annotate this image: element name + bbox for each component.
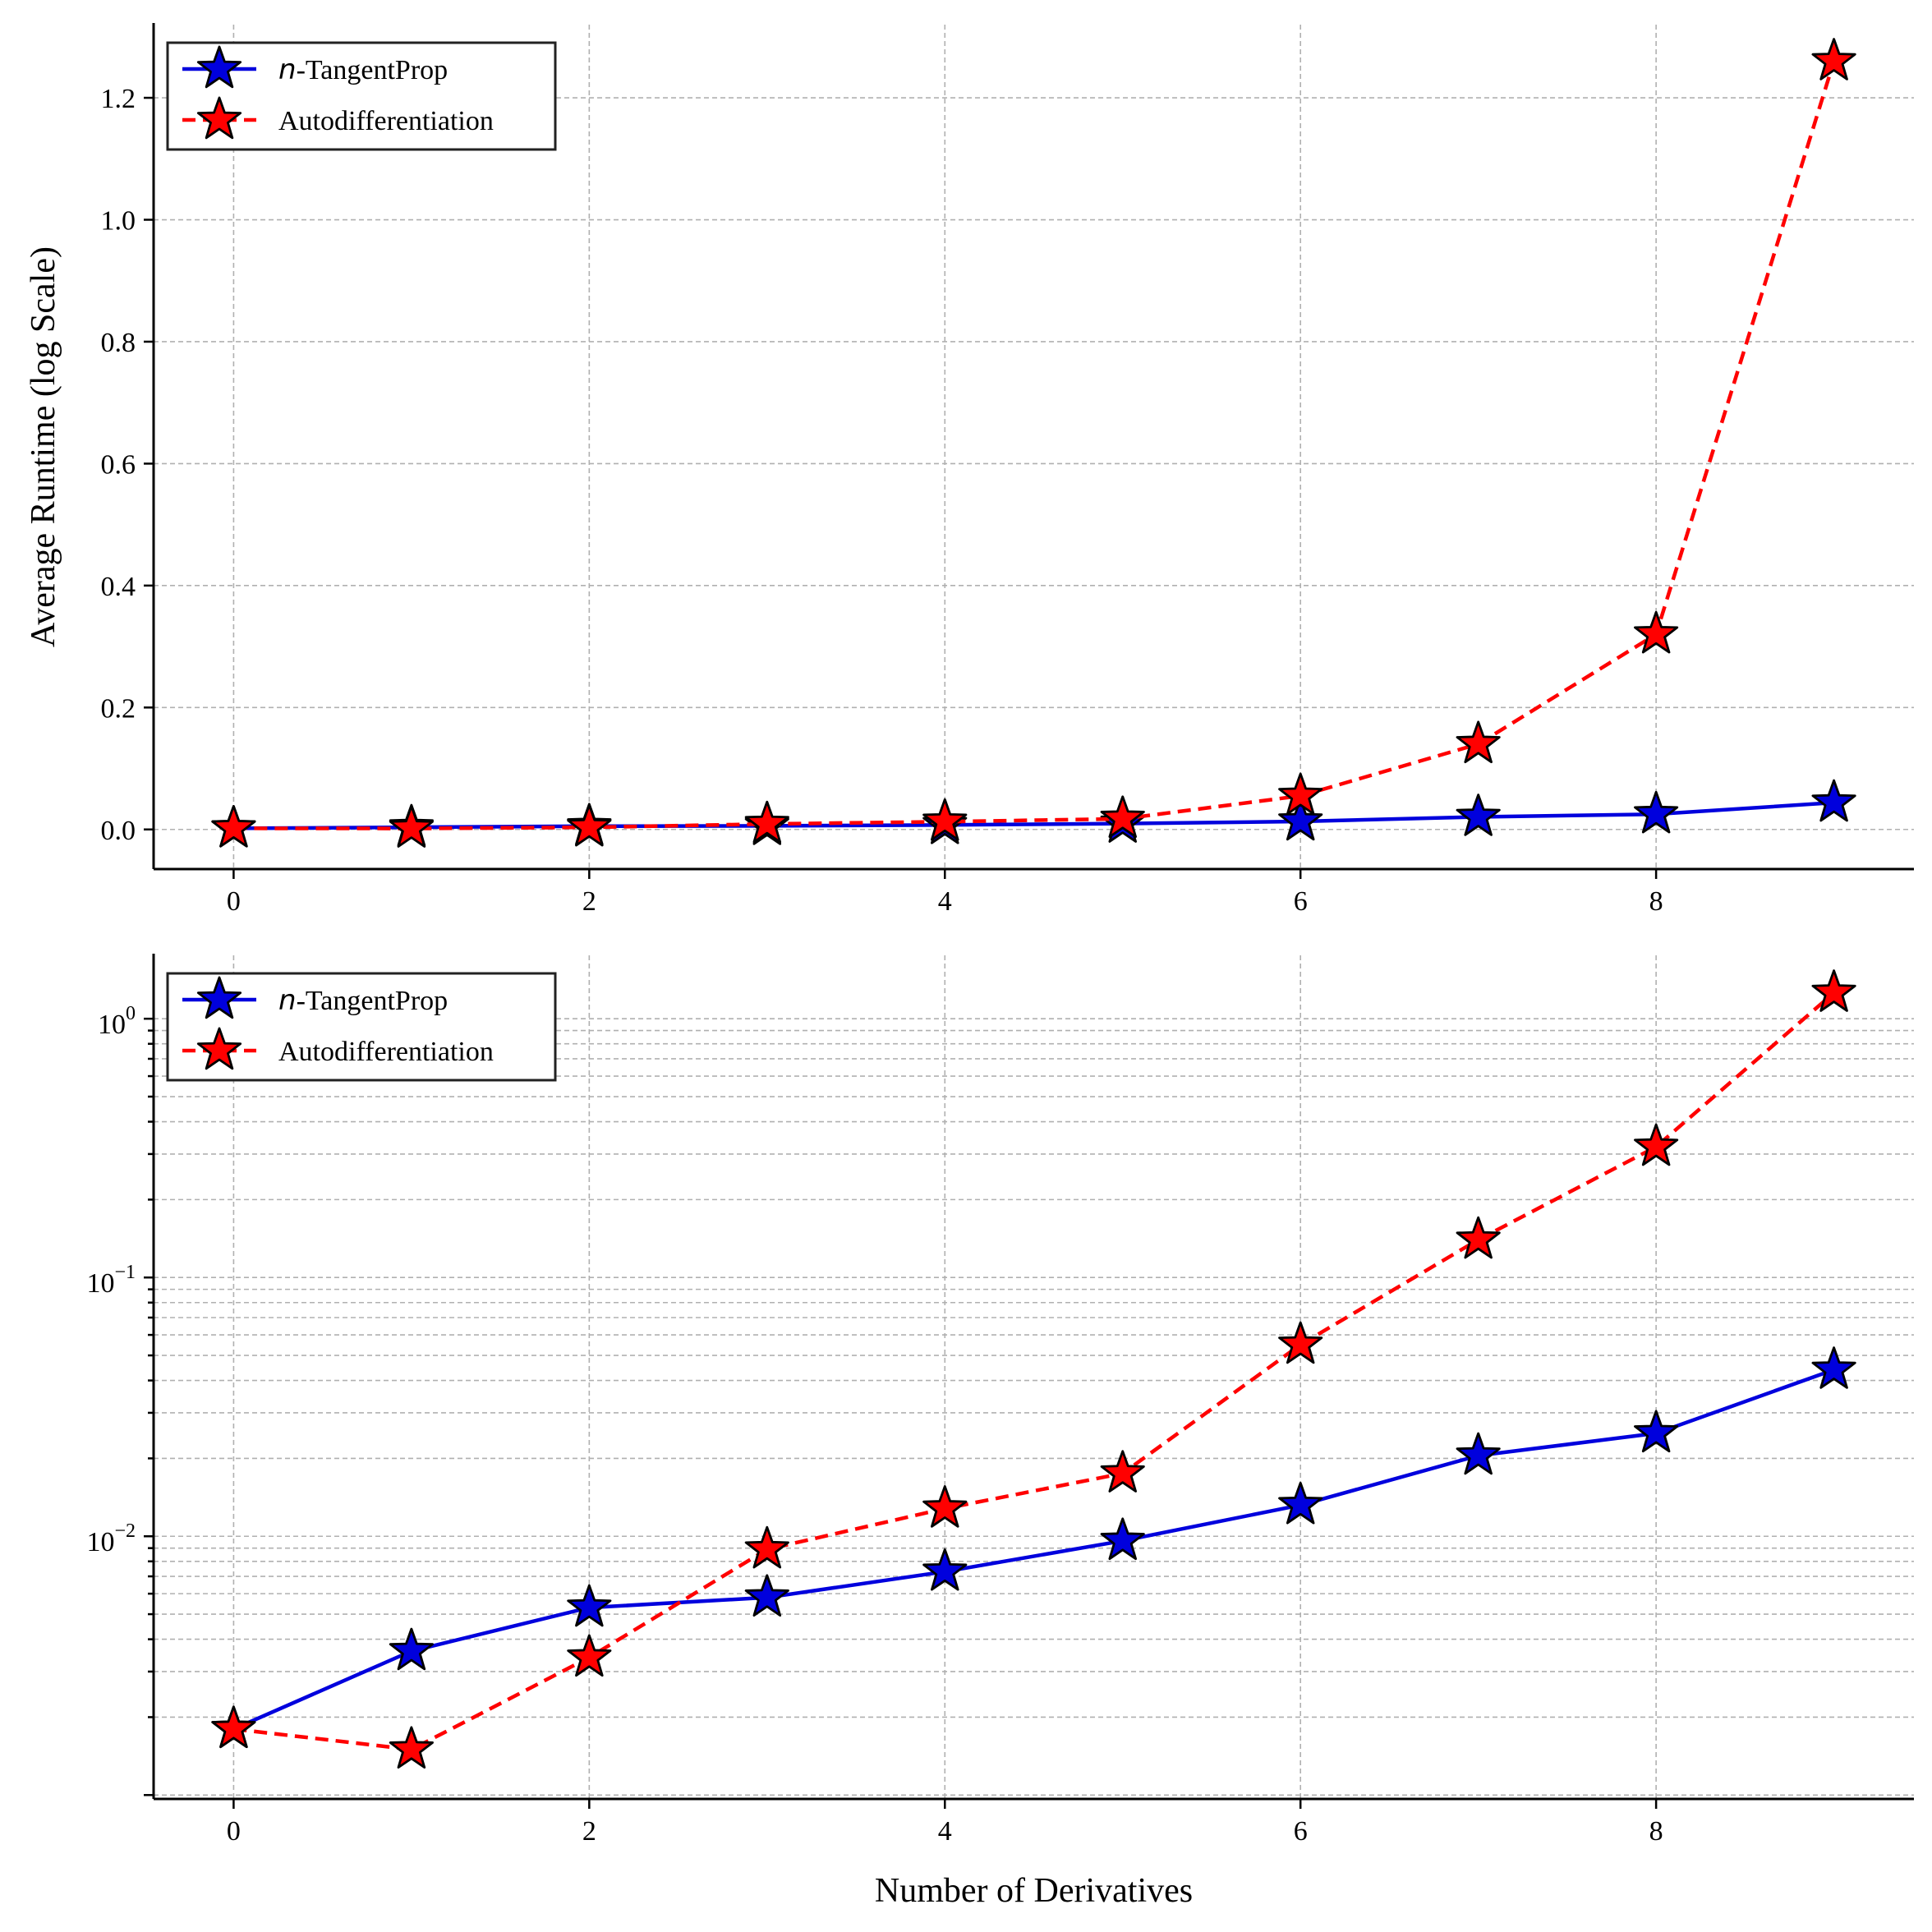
y-tick-label: 0.0	[101, 816, 136, 846]
y-tick-label: 10−1	[86, 1262, 136, 1299]
data-point-autodiff	[1634, 610, 1679, 654]
y-tick-label-exponent: 0	[126, 1003, 136, 1024]
x-tick-label: 2	[582, 1816, 596, 1847]
legend: n-TangentProp Autodifferentiation	[166, 41, 557, 151]
legend-marker-tangentprop	[196, 976, 242, 1019]
legend-label-suffix: -TangentProp	[297, 55, 448, 85]
series-line-autodiff	[233, 60, 1836, 830]
data-point-autodiff	[567, 1634, 612, 1677]
x-tick-label: 6	[1294, 886, 1308, 917]
series-line-autodiff	[233, 991, 1836, 1752]
x-tick-label: 2	[582, 886, 596, 917]
data-point-autodiff	[1100, 1450, 1145, 1493]
data-point-autodiff	[922, 1485, 968, 1528]
data-point-autodiff	[1456, 720, 1501, 764]
legend-frame	[166, 972, 557, 1082]
data-point-autodiff	[1278, 1321, 1323, 1364]
data-point-autodiff	[389, 1726, 434, 1769]
data-point-autodiff	[744, 1525, 789, 1569]
legend-marker-autodiff	[196, 96, 242, 140]
y-tick-label-base: 10	[86, 1527, 114, 1557]
data-point-autodiff	[211, 805, 256, 848]
y-tick-label: 0.4	[101, 572, 136, 602]
legend: n-TangentProp Autodifferentiation	[166, 972, 557, 1082]
x-axis-title: Number of Derivatives	[875, 1872, 1193, 1910]
legend-marker-autodiff	[196, 1027, 242, 1070]
data-point-tangentprop	[1634, 790, 1679, 834]
y-tick-label: 1.0	[101, 206, 136, 237]
data-point-autodiff	[1634, 1123, 1679, 1166]
data-point-tangentprop	[389, 1627, 434, 1671]
y-tick-label-exponent: −1	[114, 1262, 136, 1283]
x-tick-label: 8	[1649, 1816, 1663, 1847]
data-point-autodiff	[922, 798, 968, 841]
y-tick-label: 0.8	[101, 328, 136, 358]
data-point-tangentprop	[1634, 1410, 1679, 1453]
y-tick-label-base: 10	[86, 1268, 114, 1299]
data-point-autodiff	[1811, 38, 1856, 80]
data-point-tangentprop	[1278, 798, 1323, 841]
y-tick-label: 0.6	[101, 449, 136, 480]
x-tick-label: 0	[227, 886, 241, 917]
x-tick-label: 6	[1294, 1816, 1308, 1847]
data-point-tangentprop	[1456, 1432, 1501, 1475]
data-point-tangentprop	[922, 1548, 968, 1591]
data-point-autodiff	[211, 1705, 256, 1749]
data-point-tangentprop	[1811, 779, 1856, 822]
legend-label-tangentprop: n-TangentProp	[278, 53, 448, 86]
data-point-autodiff	[1811, 969, 1856, 1012]
y-axis-title: Average Runtime (log Scale)	[25, 246, 62, 647]
data-point-autodiff	[744, 800, 789, 844]
data-point-autodiff	[1100, 795, 1145, 839]
data-point-autodiff	[1278, 772, 1323, 816]
data-point-autodiff	[389, 805, 434, 848]
legend-marker-tangentprop	[196, 45, 242, 89]
x-tick-label: 4	[938, 1816, 952, 1847]
legend-label-italic-n: n	[278, 53, 297, 86]
data-point-tangentprop	[1100, 1517, 1145, 1561]
data-point-tangentprop	[1278, 1481, 1323, 1525]
y-tick-label: 0.2	[101, 693, 136, 724]
data-point-autodiff	[1456, 1216, 1501, 1259]
y-tick-label: 10−2	[86, 1520, 136, 1557]
data-point-tangentprop	[567, 1584, 612, 1627]
y-tick-label: 1.2	[101, 84, 136, 114]
data-point-autodiff	[567, 803, 612, 847]
series-line-tangentprop	[233, 800, 1834, 830]
panel-linear: 0 2 4 6 8 0.0 0.2 0.4 0.6 0.8 1.0 1.2 Average Runtim…	[25, 23, 1914, 917]
data-point-tangentprop	[1456, 794, 1501, 836]
y-tick-label: 100	[98, 1003, 136, 1040]
legend-label-autodiff: Autodifferentiation	[278, 1037, 494, 1067]
y-tick-label-exponent: −2	[114, 1520, 136, 1542]
legend-label-italic-n: n	[278, 984, 297, 1017]
legend-label-autodiff: Autodifferentiation	[278, 106, 494, 136]
legend-label-suffix: -TangentProp	[297, 986, 448, 1016]
series-line-tangentprop	[232, 1368, 1835, 1731]
legend-label-tangentprop: n-TangentProp	[278, 984, 448, 1017]
x-tick-label: 4	[938, 886, 952, 917]
data-point-tangentprop	[744, 1574, 789, 1617]
x-tick-label: 8	[1649, 886, 1663, 917]
legend-frame	[166, 41, 557, 151]
y-tick-label-base: 10	[98, 1010, 126, 1040]
data-point-tangentprop	[1811, 1346, 1856, 1389]
x-tick-label: 0	[227, 1816, 241, 1847]
